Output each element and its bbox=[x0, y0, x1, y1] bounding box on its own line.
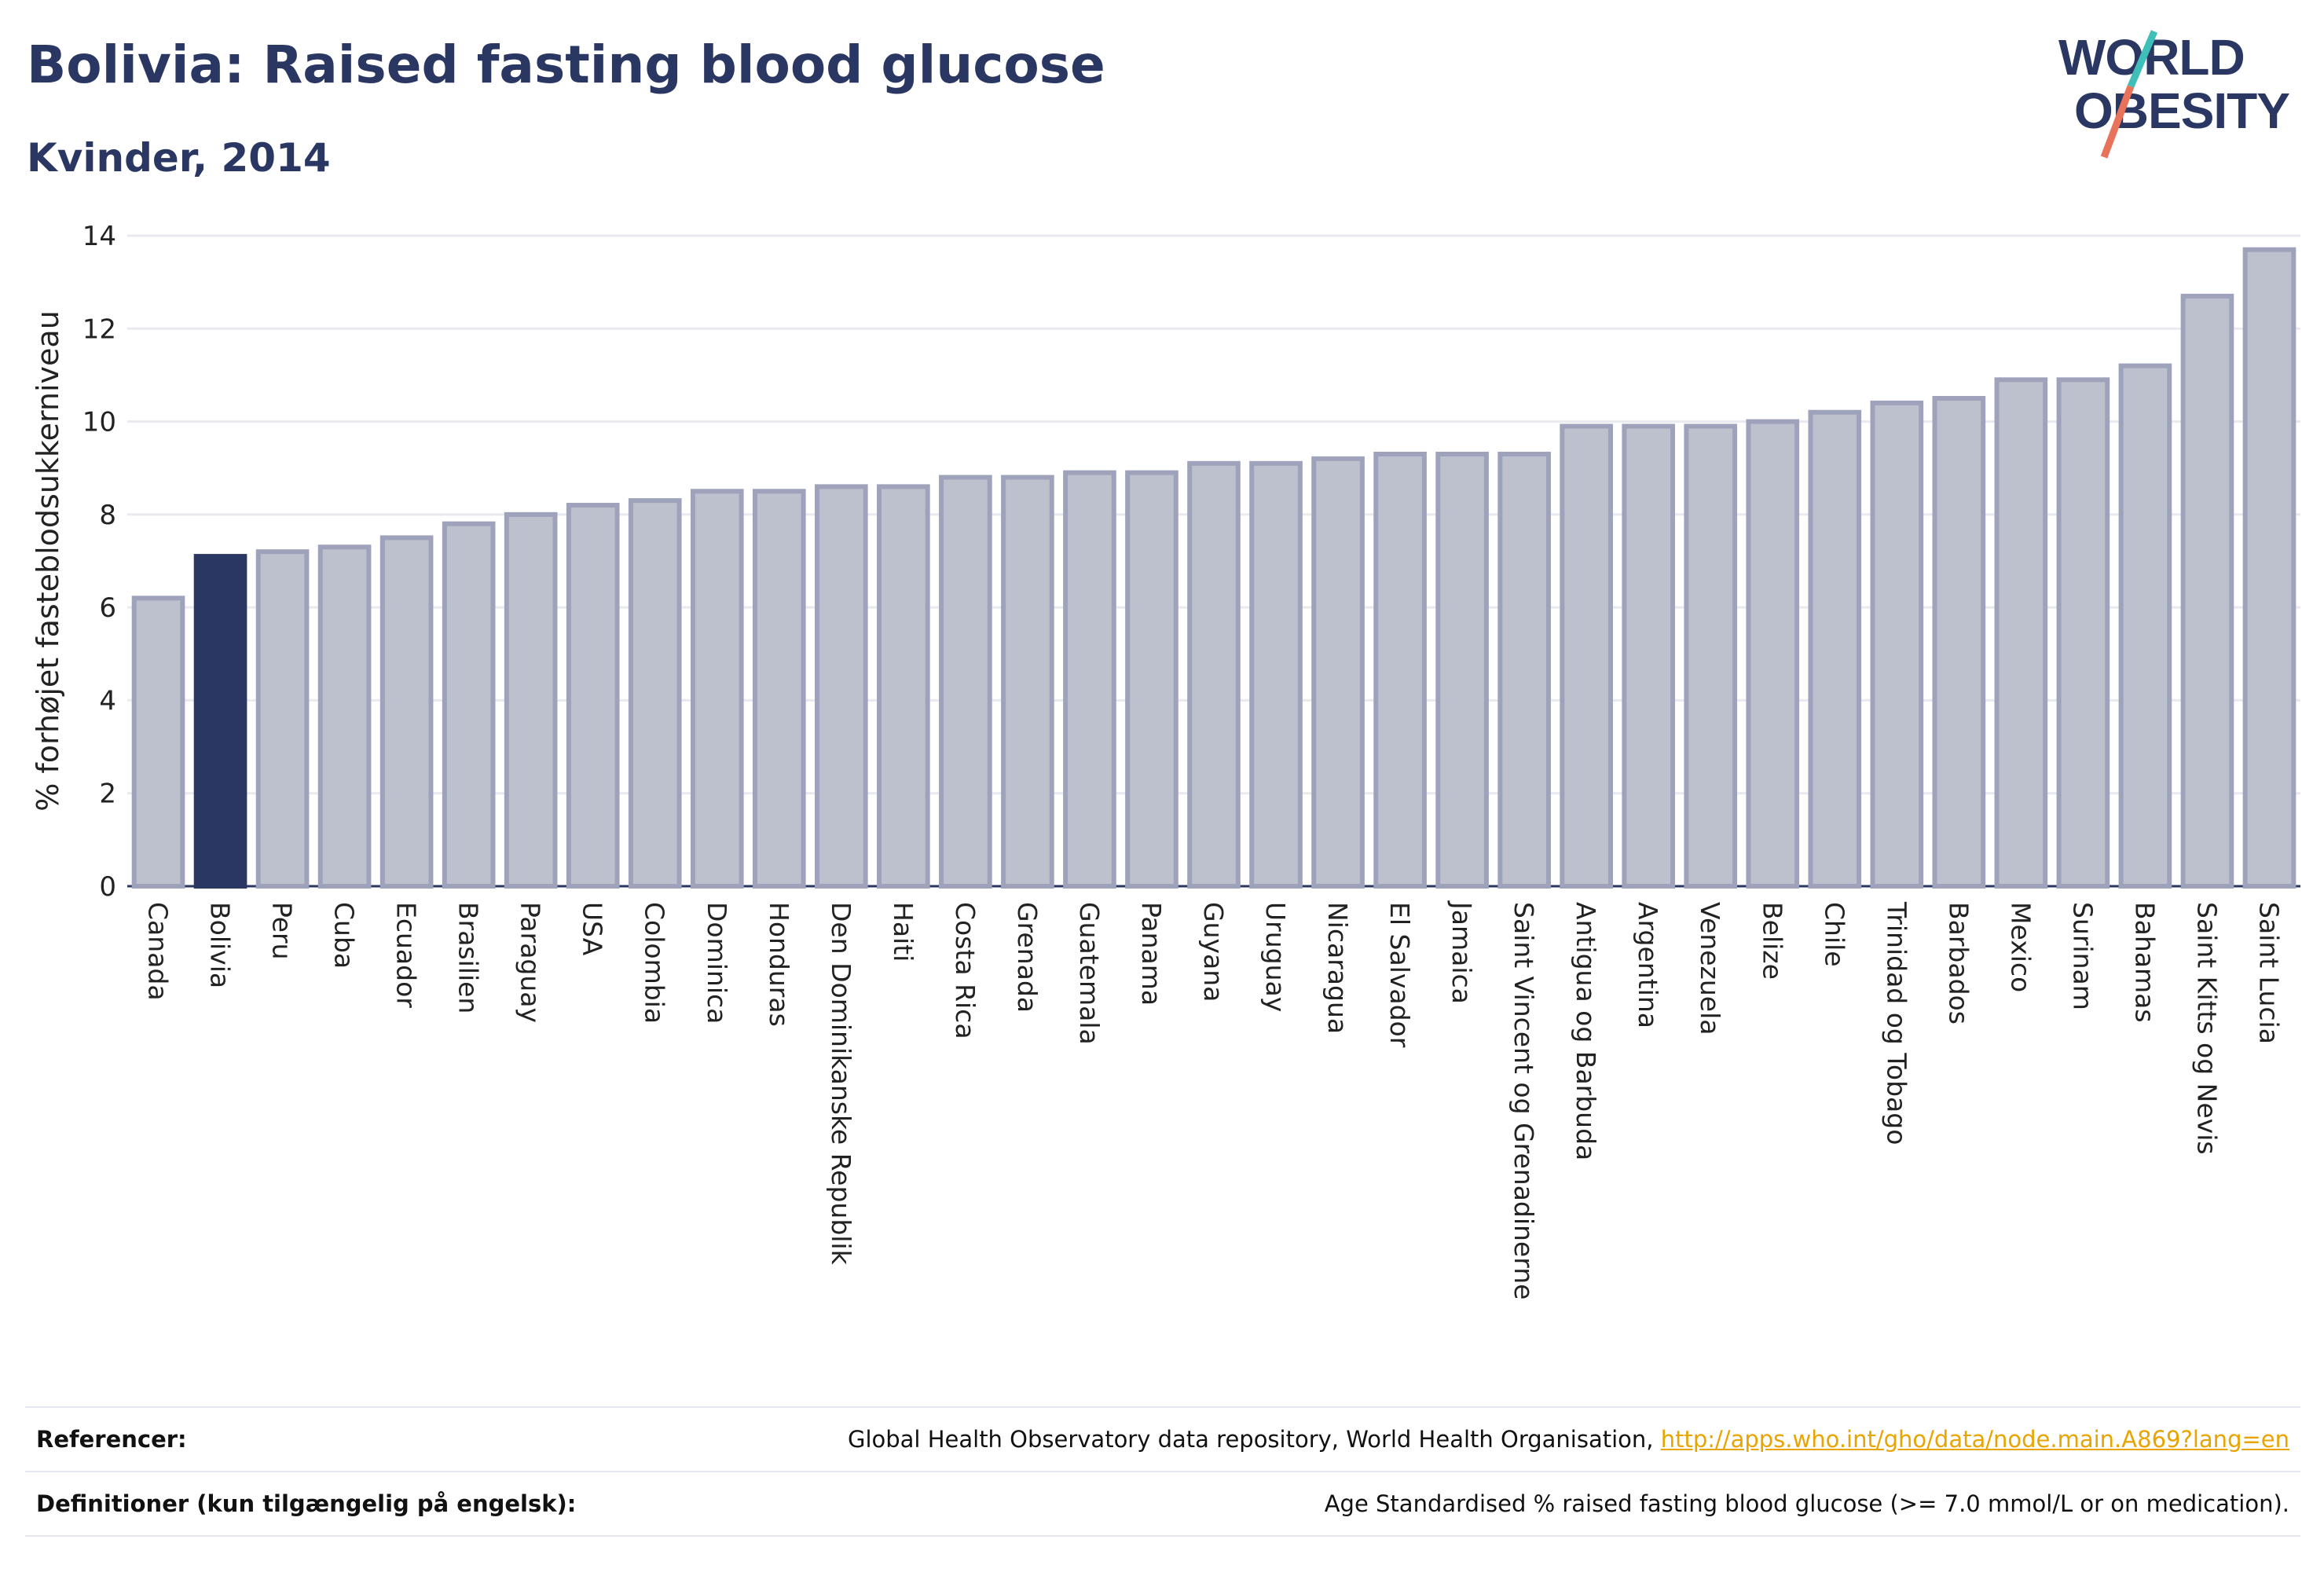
bar-barbados bbox=[1932, 396, 1986, 889]
chart-subtitle: Kvinder, 2014 bbox=[27, 135, 331, 181]
references-text: Global Health Observatory data repositor… bbox=[847, 1426, 1661, 1453]
bar-guatemala bbox=[1063, 470, 1116, 889]
bar-nicaragua bbox=[1311, 456, 1365, 889]
bar-colombia bbox=[628, 498, 682, 889]
x-tick-label: Uruguay bbox=[1260, 902, 1291, 1012]
bar-panama bbox=[1125, 470, 1178, 889]
bar-brasilien bbox=[442, 521, 496, 889]
x-tick-label: Bolivia bbox=[205, 902, 236, 988]
x-tick-label: Antigua og Barbuda bbox=[1571, 902, 1601, 1160]
bar-bolivia bbox=[193, 554, 247, 889]
y-tick-label: 14 bbox=[82, 221, 116, 252]
x-tick-label: Peru bbox=[267, 902, 298, 960]
bar-argentina bbox=[1622, 423, 1676, 889]
x-tick-label: Haiti bbox=[888, 902, 918, 962]
y-tick-label: 12 bbox=[82, 313, 116, 345]
x-tick-label: Brasilien bbox=[453, 902, 484, 1013]
bar-ecuador bbox=[379, 535, 434, 889]
x-tick-label: Grenada bbox=[1012, 902, 1043, 1013]
x-tick-label: Mexico bbox=[2005, 902, 2036, 992]
y-tick-label: 6 bbox=[99, 592, 116, 624]
bar-saint-lucia bbox=[2242, 247, 2297, 889]
definitions-label: Definitioner (kun tilgængelig på engelsk… bbox=[36, 1490, 577, 1517]
x-tick-label: Honduras bbox=[764, 902, 794, 1027]
x-tick-label: Cuba bbox=[329, 902, 360, 969]
x-tick-label: Saint Lucia bbox=[2253, 902, 2284, 1044]
x-tick-label: Ecuador bbox=[391, 902, 422, 1008]
footer: Referencer: Global Health Observatory da… bbox=[25, 1406, 2300, 1537]
x-tick-label: Venezuela bbox=[1695, 902, 1725, 1035]
x-tick-label: Costa Rica bbox=[950, 902, 981, 1039]
x-tick-label: Bahamas bbox=[2129, 902, 2160, 1023]
x-tick-label: Dominica bbox=[702, 902, 732, 1024]
x-tick-label: Paraguay bbox=[515, 902, 546, 1023]
x-tick-label: Jamaica bbox=[1446, 900, 1477, 1004]
definitions-row: Definitioner (kun tilgængelig på engelsk… bbox=[25, 1471, 2300, 1537]
x-tick-label: Trinidad og Tobago bbox=[1881, 901, 1912, 1145]
bar-venezuela bbox=[1684, 423, 1738, 889]
x-tick-label: Saint Kitts og Nevis bbox=[2191, 902, 2222, 1155]
x-tick-label: Saint Vincent og Grenadinerne bbox=[1508, 902, 1539, 1299]
bar-belize bbox=[1746, 419, 1800, 889]
bar-den-dominikanske-republik bbox=[815, 484, 868, 889]
x-tick-label: USA bbox=[577, 902, 608, 956]
world-obesity-logo: WORLD OBESITY bbox=[2058, 29, 2290, 159]
bar-chile bbox=[1808, 409, 1862, 889]
x-tick-label: Canada bbox=[143, 902, 174, 1001]
bar-dominica bbox=[690, 489, 744, 889]
x-tick-label: Nicaragua bbox=[1322, 902, 1353, 1034]
bars bbox=[131, 247, 2297, 889]
bar-honduras bbox=[752, 489, 806, 889]
bar-saint-vincent-og-grenadinerne bbox=[1497, 451, 1551, 889]
references-value: Global Health Observatory data repositor… bbox=[848, 1426, 2300, 1453]
bar-el-salvador bbox=[1373, 451, 1427, 889]
x-tick-label: Den Dominikanske Republik bbox=[826, 902, 856, 1266]
x-tick-label: El Salvador bbox=[1384, 902, 1415, 1048]
y-tick-label: 0 bbox=[99, 871, 116, 903]
x-tick-label: Guyana bbox=[1198, 902, 1229, 1002]
chart-title: Bolivia: Raised fasting blood glucose bbox=[27, 35, 1105, 95]
bar-bahamas bbox=[2118, 363, 2172, 889]
x-tick-label: Barbados bbox=[1943, 902, 1974, 1024]
bar-trinidad-og-tobago bbox=[1870, 400, 1924, 889]
x-tick-labels: Canada Bolivia Peru Cuba Ecuador Brasilien Par… bbox=[143, 900, 2285, 1299]
y-tick-label: 2 bbox=[99, 779, 116, 810]
y-tick-label: 10 bbox=[82, 407, 116, 438]
references-row: Referencer: Global Health Observatory da… bbox=[25, 1406, 2300, 1471]
x-tick-label: Colombia bbox=[640, 902, 670, 1024]
y-tick-labels: 0 2 4 6 8 10 12 14 bbox=[82, 221, 116, 903]
x-tick-label: Chile bbox=[1819, 902, 1849, 967]
bar-guyana bbox=[1187, 460, 1241, 889]
bar-jamaica bbox=[1435, 451, 1489, 889]
bar-paraguay bbox=[504, 511, 558, 889]
x-tick-label: Argentina bbox=[1633, 902, 1663, 1028]
bar-usa bbox=[566, 503, 620, 889]
y-axis-label: % forhøjet fasteblodsukkerniveau bbox=[31, 310, 65, 812]
bar-antigua-og-barbuda bbox=[1560, 423, 1613, 889]
y-tick-label: 8 bbox=[99, 500, 116, 531]
bar-peru bbox=[255, 549, 310, 889]
logo-slash-red bbox=[2100, 85, 2135, 159]
x-tick-label: Panama bbox=[1136, 902, 1167, 1006]
definitions-text: Age Standardised % raised fasting blood … bbox=[1324, 1490, 2289, 1517]
logo-word-obesity: OBESITY bbox=[2074, 82, 2289, 139]
references-link[interactable]: http://apps.who.int/gho/data/node.main.A… bbox=[1660, 1426, 2289, 1453]
bar-grenada bbox=[1001, 475, 1054, 889]
references-label: Referencer: bbox=[36, 1426, 187, 1453]
bar-surinam bbox=[2056, 377, 2110, 889]
bar-costa-rica bbox=[939, 475, 992, 889]
x-tick-label: Belize bbox=[1757, 902, 1787, 980]
bar-haiti bbox=[877, 484, 930, 889]
bar-saint-kitts-og-nevis bbox=[2180, 293, 2234, 889]
bar-mexico bbox=[1994, 377, 2048, 889]
bar-cuba bbox=[317, 544, 372, 889]
y-tick-label: 4 bbox=[99, 685, 116, 717]
bar-canada bbox=[131, 596, 185, 889]
bar-chart: 0 2 4 6 8 10 12 14 Canada Bolivia Peru Cuba Ecuador… bbox=[31, 221, 2300, 1299]
logo-slash-teal bbox=[2127, 30, 2158, 88]
x-tick-label: Guatemala bbox=[1074, 902, 1105, 1045]
x-tick-label: Surinam bbox=[2067, 902, 2098, 1010]
bar-uruguay bbox=[1249, 460, 1303, 889]
